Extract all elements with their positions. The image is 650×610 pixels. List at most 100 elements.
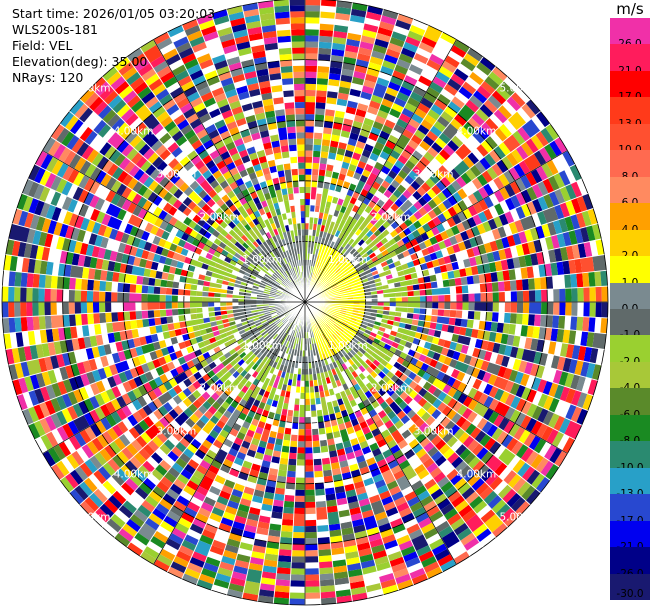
ray-separator bbox=[59, 301, 306, 481]
colorbar-bin bbox=[610, 573, 650, 601]
ray-separator bbox=[304, 87, 520, 303]
ray-separator bbox=[304, 301, 369, 599]
ray-separator bbox=[8, 238, 306, 303]
ray-separator bbox=[304, 301, 444, 573]
ray-separator bbox=[304, 301, 509, 528]
colorbar-bin bbox=[610, 547, 650, 575]
ray-separator bbox=[304, 254, 605, 303]
gate-color-group bbox=[12, 8, 581, 599]
azimuth-spoke bbox=[42, 301, 306, 454]
ray-separator bbox=[28, 301, 306, 426]
ray-separator bbox=[101, 301, 306, 528]
ray-separator bbox=[166, 301, 306, 573]
colorbar-bin bbox=[610, 256, 650, 284]
ray-separator bbox=[16, 301, 306, 397]
ray-separator bbox=[210, 301, 306, 591]
range-ring-label: 1.00km bbox=[328, 340, 368, 352]
ray-separator bbox=[21, 192, 306, 303]
ray-separator bbox=[304, 31, 444, 303]
ray-separator bbox=[304, 301, 353, 602]
ray-separator bbox=[304, 301, 605, 350]
ray-separator bbox=[304, 301, 576, 441]
ray-separator bbox=[304, 56, 484, 303]
ray-separator bbox=[304, 178, 582, 303]
ray-separator bbox=[90, 87, 306, 303]
ray-separator bbox=[304, 301, 541, 494]
colorbar-bin bbox=[610, 18, 650, 45]
ray-separator bbox=[304, 223, 598, 303]
gate-color-group bbox=[41, 17, 609, 593]
ray-separator bbox=[304, 163, 576, 303]
elevation: Elevation(deg): 35.00 bbox=[12, 54, 148, 69]
ray-separator bbox=[50, 301, 306, 468]
ray-separator bbox=[181, 25, 306, 303]
ray-separator bbox=[304, 25, 429, 303]
ray-separator bbox=[195, 18, 306, 303]
ray-separator bbox=[90, 301, 306, 517]
gate-color-group bbox=[2, 5, 605, 605]
ray-separator bbox=[304, 9, 384, 303]
colorbar-bin bbox=[610, 335, 650, 363]
ray-separator bbox=[226, 9, 306, 303]
ray-separator bbox=[210, 13, 306, 303]
ray-separator bbox=[304, 301, 582, 426]
gate-color-group bbox=[12, 0, 587, 599]
ray-separator bbox=[304, 301, 471, 557]
ray-separator bbox=[304, 301, 484, 548]
ray-separator bbox=[16, 207, 306, 303]
range-ring-labels: 1.00km 1.00km 1.00km 1.00km 2.00km 2.00km 2.00… bbox=[71, 83, 539, 524]
ray-separator bbox=[304, 192, 589, 303]
ray-separator bbox=[59, 123, 306, 303]
range-ring-label: 1.00km bbox=[242, 254, 282, 266]
ray-separator bbox=[139, 47, 306, 303]
ray-separator bbox=[79, 301, 306, 506]
gate-color-group bbox=[28, 9, 596, 563]
ray-separator bbox=[50, 136, 306, 303]
ray-separator bbox=[101, 76, 306, 303]
ray-separator bbox=[3, 269, 306, 303]
gate-color-group bbox=[16, 0, 593, 592]
ray-separator bbox=[304, 136, 560, 303]
range-ring-label: 3.00km bbox=[157, 426, 197, 438]
ray-separator bbox=[226, 301, 306, 595]
range-ring-label: 2.00km bbox=[199, 211, 239, 223]
ray-separator bbox=[304, 269, 607, 303]
ray-separator bbox=[3, 301, 306, 335]
range-ring-label: 4.00km bbox=[457, 468, 497, 480]
ray-separator bbox=[288, 0, 306, 303]
range-ring-label: 4.00km bbox=[114, 126, 154, 138]
ray-separator bbox=[195, 301, 306, 586]
range-ring-label: 3.00km bbox=[414, 426, 454, 438]
ray-separator bbox=[79, 98, 306, 303]
ray-separator bbox=[304, 285, 608, 303]
colorbar: 26.021.017.013.010.08.06.04.02.01.00.0-1… bbox=[610, 18, 650, 601]
colorbar-bin bbox=[610, 44, 650, 72]
ray-separator bbox=[113, 66, 306, 303]
ray-separator bbox=[272, 301, 306, 604]
ray-separator bbox=[113, 301, 306, 538]
ray-separator bbox=[272, 0, 306, 303]
colorbar-bin bbox=[610, 70, 650, 98]
colorbar-bin bbox=[610, 467, 650, 495]
gate-color-group bbox=[15, 5, 602, 587]
ray-separator bbox=[139, 301, 306, 557]
ray-separator bbox=[241, 5, 306, 303]
ray-separator bbox=[257, 2, 306, 303]
colorbar-bin bbox=[610, 97, 650, 125]
ray-separator bbox=[304, 2, 353, 303]
ray-separator bbox=[28, 178, 306, 303]
colorbar-bin bbox=[610, 414, 650, 442]
azimuth-spoke bbox=[42, 150, 306, 303]
ray-separator bbox=[21, 301, 306, 412]
range-ring-label: 5.00km bbox=[71, 83, 111, 95]
colorbar-bin bbox=[610, 388, 650, 416]
ray-separator bbox=[34, 301, 306, 441]
instrument-name: WLS200s-181 bbox=[12, 22, 98, 37]
colorbar-bin bbox=[610, 229, 650, 257]
ray-separator bbox=[181, 301, 306, 579]
range-ring-label: 1.00km bbox=[242, 340, 282, 352]
ray-separator bbox=[304, 0, 338, 303]
ray-separator bbox=[304, 238, 602, 303]
ray-separator bbox=[126, 301, 306, 548]
